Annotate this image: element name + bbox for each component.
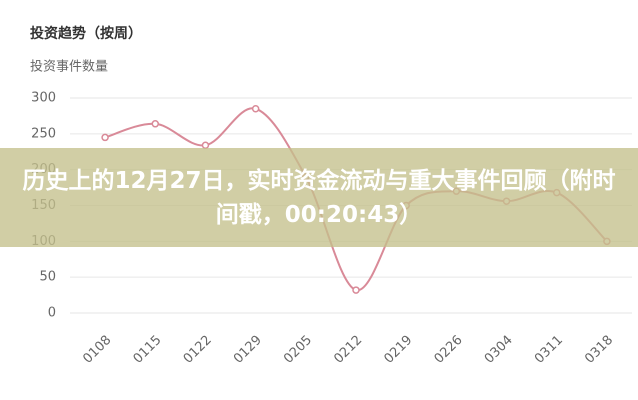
y-tick-label: 250 — [31, 126, 56, 141]
point — [151, 120, 160, 128]
x-tick-label: 0108 — [80, 333, 114, 367]
x-tick-label: 0205 — [281, 333, 315, 367]
point — [101, 133, 109, 142]
x-tick-label: 0318 — [582, 333, 616, 367]
x-tick-label: 0226 — [432, 333, 466, 367]
y-tick-label: 300 — [31, 91, 56, 106]
y-tick-label: 0 — [48, 306, 56, 321]
x-tick-label: 0129 — [231, 333, 265, 367]
x-tick-label: 0311 — [532, 333, 566, 367]
banner: 历史上的12月27日，实时资金流动与重大事件回顾（附时间戳，00:20:43） — [0, 148, 638, 247]
banner-headline: 历史上的12月27日，实时资金流动与重大事件回顾（附时间戳，00:20:43） — [22, 167, 616, 228]
chart-title: 投资趋势（按周） — [30, 25, 142, 42]
x-tick-label: 0122 — [181, 333, 215, 367]
y-axis-label: 投资事件数量 — [30, 59, 108, 75]
x-tick-label: 0212 — [331, 333, 365, 367]
x-tick-label: 0304 — [482, 333, 516, 367]
x-tick-label: 0219 — [381, 333, 415, 367]
point — [352, 286, 360, 294]
x-tick-label: 0115 — [131, 333, 165, 367]
point — [251, 105, 260, 113]
y-tick-label: 50 — [39, 270, 56, 285]
